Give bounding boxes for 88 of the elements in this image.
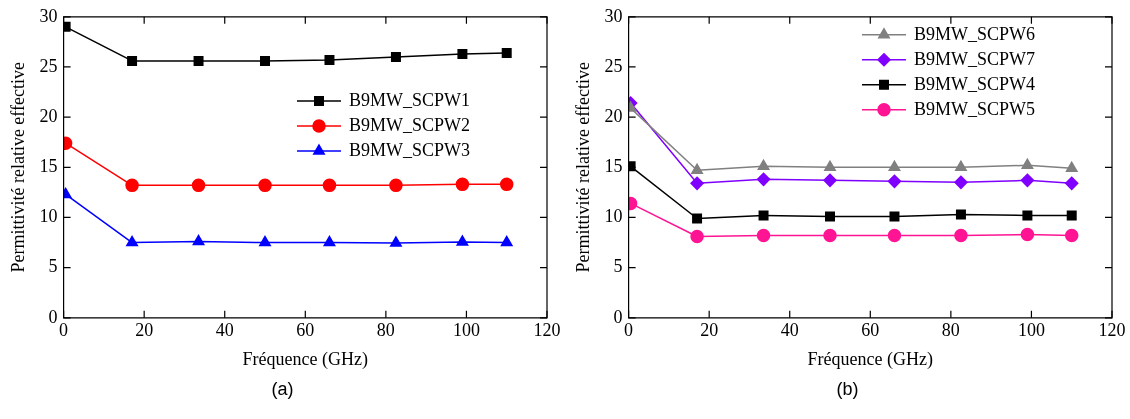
legend-label: B9MW_SCPW7 — [914, 48, 1036, 69]
point — [1066, 210, 1077, 221]
y-tick-label: 10 — [604, 206, 623, 227]
point — [887, 228, 902, 243]
point — [457, 48, 468, 59]
point — [323, 235, 336, 247]
y-tick-label: 25 — [604, 55, 623, 76]
x-tick-label: 100 — [1017, 320, 1045, 341]
y-tick-label: 15 — [604, 156, 623, 177]
y-tick-label: 30 — [604, 5, 623, 26]
legend-label: B9MW_SCPW4 — [914, 73, 1036, 94]
y-tick-label: 20 — [604, 105, 623, 126]
point — [1021, 158, 1034, 170]
point — [1065, 161, 1078, 173]
point — [825, 211, 836, 222]
point — [1064, 228, 1079, 243]
point — [690, 176, 704, 191]
point — [456, 235, 469, 246]
legend-label: B9MW_SCPW6 — [914, 23, 1036, 44]
point — [887, 174, 902, 189]
y-tick-label: 5 — [613, 256, 623, 277]
x-tick-label: 20 — [700, 320, 719, 341]
point — [823, 173, 837, 188]
legend-label: B9MW_SCPW3 — [349, 139, 471, 160]
x-tick-label: 100 — [452, 320, 480, 341]
point — [954, 160, 967, 172]
y-tick-label: 0 — [613, 306, 623, 327]
x-tick-label: 20 — [135, 320, 154, 341]
point — [259, 235, 271, 247]
point — [324, 54, 335, 65]
x-tick-label: 120 — [1098, 320, 1126, 341]
y-tick-label: 30 — [39, 5, 58, 26]
point — [499, 177, 514, 192]
point — [756, 228, 771, 243]
y-tick-label: 0 — [48, 306, 58, 327]
point — [390, 51, 401, 62]
y-tick-label: 5 — [48, 256, 58, 277]
point — [888, 160, 901, 172]
point — [258, 178, 272, 193]
legend-label: B9MW_SCPW5 — [914, 98, 1036, 119]
x-tick-label: 80 — [376, 320, 395, 341]
point — [1064, 176, 1079, 191]
point — [1022, 210, 1033, 221]
point — [690, 229, 704, 244]
x-tick-label: 120 — [533, 320, 561, 341]
point — [1020, 227, 1035, 242]
point — [192, 234, 205, 246]
point — [691, 163, 704, 175]
point — [955, 209, 966, 220]
y-tick-label: 15 — [39, 156, 58, 177]
point — [889, 211, 900, 222]
x-tick-label: 40 — [215, 320, 234, 341]
point — [692, 213, 703, 224]
text: (a) — [270, 379, 295, 400]
point — [758, 210, 769, 221]
point — [1020, 173, 1035, 188]
point — [756, 172, 771, 187]
point — [191, 178, 206, 193]
point — [954, 228, 968, 243]
point — [823, 228, 837, 243]
y-tick-label: 10 — [39, 206, 58, 227]
point — [455, 177, 470, 192]
point — [389, 178, 403, 193]
legend-label: B9MW_SCPW2 — [349, 114, 471, 135]
point — [757, 159, 770, 171]
x-tick-label: 60 — [861, 320, 880, 341]
point — [322, 178, 337, 193]
x-tick-label: 40 — [780, 320, 799, 341]
point — [500, 235, 513, 247]
y-tick-label: 20 — [39, 105, 58, 126]
text: (b) — [835, 379, 860, 400]
point — [824, 160, 836, 172]
x-axis-title: Fréquence (GHz) — [807, 348, 934, 370]
y-tick-label: 25 — [39, 55, 58, 76]
legend-label: B9MW_SCPW1 — [349, 89, 471, 110]
point — [193, 55, 204, 66]
point — [389, 236, 402, 247]
y-axis-title: Permittivité relative effective — [7, 62, 28, 273]
y-axis-title: Permittivité relative effective — [572, 62, 593, 273]
x-tick-label: 60 — [296, 320, 315, 341]
point — [954, 175, 968, 190]
point — [126, 235, 139, 247]
point — [501, 47, 512, 58]
point — [125, 178, 139, 193]
point — [127, 55, 138, 66]
x-tick-label: 80 — [941, 320, 960, 341]
x-axis-title: Fréquence (GHz) — [242, 348, 369, 370]
point — [260, 55, 271, 66]
